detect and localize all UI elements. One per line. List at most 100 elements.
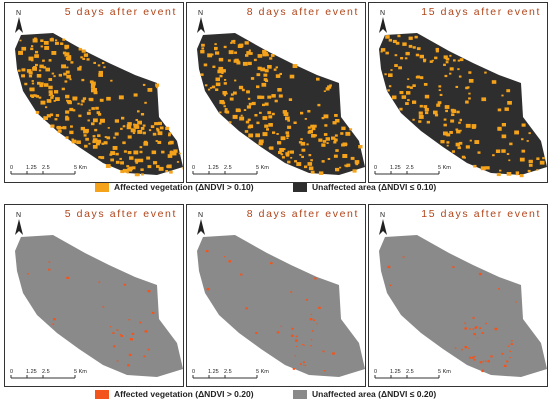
affected-patch bbox=[260, 67, 266, 72]
scale-label: 0 bbox=[192, 369, 195, 375]
affected-patch bbox=[142, 131, 146, 135]
affected-patch bbox=[264, 124, 269, 128]
affected-patch bbox=[132, 132, 136, 134]
affected-patch bbox=[129, 156, 134, 160]
affected-patch bbox=[510, 340, 513, 342]
affected-patch bbox=[521, 138, 524, 141]
affected-patch bbox=[21, 68, 26, 72]
affected-patch bbox=[290, 291, 293, 293]
affected-patch bbox=[286, 137, 289, 139]
affected-patch bbox=[267, 95, 272, 99]
affected-patch bbox=[449, 67, 454, 71]
affected-patch bbox=[128, 166, 133, 171]
affected-patch bbox=[285, 131, 290, 135]
affected-patch bbox=[405, 51, 410, 56]
affected-patch bbox=[127, 364, 130, 367]
affected-patch bbox=[57, 129, 62, 133]
affected-patch bbox=[391, 95, 397, 100]
affected-patch bbox=[76, 140, 81, 144]
affected-patch bbox=[40, 45, 43, 48]
affected-patch bbox=[481, 370, 484, 373]
affected-patch bbox=[104, 136, 108, 138]
affected-patch bbox=[221, 69, 226, 73]
scale-label: 2.5 bbox=[406, 165, 414, 171]
affected-patch bbox=[438, 85, 442, 88]
affected-patch bbox=[273, 68, 277, 71]
panel-title: 5 days after event bbox=[64, 208, 177, 220]
affected-patch bbox=[88, 142, 91, 145]
affected-patch bbox=[262, 49, 267, 54]
affected-patch bbox=[506, 172, 512, 176]
affected-patch bbox=[408, 36, 413, 40]
affected-patch bbox=[280, 325, 282, 327]
affected-patch bbox=[468, 71, 472, 74]
affected-patch bbox=[465, 100, 469, 103]
affected-patch bbox=[355, 163, 359, 166]
affected-patch bbox=[60, 126, 63, 129]
affected-patch bbox=[260, 95, 265, 99]
affected-patch bbox=[93, 91, 98, 95]
affected-patch bbox=[333, 138, 338, 142]
study-area-polygon bbox=[197, 33, 365, 175]
affected-patch bbox=[409, 86, 413, 89]
affected-patch bbox=[53, 318, 56, 321]
affected-patch bbox=[100, 156, 105, 160]
affected-patch bbox=[140, 113, 145, 116]
north-arrow-icon: N bbox=[13, 209, 25, 242]
affected-patch bbox=[69, 107, 74, 112]
affected-patch bbox=[299, 363, 302, 365]
affected-patch bbox=[466, 86, 470, 89]
affected-patch bbox=[235, 108, 241, 113]
affected-patch bbox=[388, 85, 392, 88]
affected-patch bbox=[468, 92, 471, 95]
affected-patch bbox=[515, 173, 519, 176]
affected-patch bbox=[280, 153, 284, 156]
affected-patch bbox=[444, 74, 448, 78]
affected-patch bbox=[116, 360, 119, 362]
affected-patch bbox=[444, 132, 449, 136]
affected-patch bbox=[144, 330, 148, 333]
affected-patch bbox=[508, 159, 511, 162]
affected-patch bbox=[471, 125, 476, 129]
affected-patch bbox=[293, 121, 297, 124]
affected-patch bbox=[257, 54, 263, 58]
affected-patch bbox=[332, 121, 337, 125]
affected-patch bbox=[507, 101, 512, 105]
affected-patch bbox=[333, 154, 338, 158]
affected-patch bbox=[457, 68, 460, 71]
affected-patch bbox=[86, 58, 90, 61]
affected-patch bbox=[302, 361, 305, 363]
north-arrow-icon: N bbox=[13, 7, 25, 40]
affected-patch bbox=[254, 114, 258, 117]
affected-patch bbox=[137, 120, 142, 125]
affected-patch bbox=[256, 73, 261, 77]
affected-patch bbox=[300, 141, 306, 146]
affected-patch bbox=[98, 156, 102, 159]
affected-patch bbox=[106, 136, 111, 140]
scale-label: 1.25 bbox=[390, 165, 401, 171]
affected-patch bbox=[313, 319, 316, 321]
affected-patch bbox=[322, 140, 327, 143]
affected-patch bbox=[481, 97, 487, 102]
affected-patch bbox=[140, 168, 144, 171]
affected-patch bbox=[509, 142, 513, 146]
affected-patch bbox=[461, 348, 463, 351]
affected-patch bbox=[479, 361, 483, 364]
affected-patch bbox=[259, 139, 264, 144]
affected-patch bbox=[38, 69, 42, 72]
affected-patch bbox=[148, 129, 152, 132]
affected-patch bbox=[133, 123, 136, 126]
affected-patch bbox=[35, 95, 40, 98]
affected-patch bbox=[248, 133, 254, 138]
affected-patch bbox=[412, 84, 416, 87]
affected-patch bbox=[165, 170, 169, 173]
affected-patch bbox=[143, 355, 146, 358]
affected-patch bbox=[329, 84, 332, 87]
affected-patch bbox=[221, 101, 226, 105]
affected-patch bbox=[286, 154, 290, 157]
affected-patch bbox=[449, 54, 452, 57]
affected-patch bbox=[127, 135, 132, 139]
affected-patch bbox=[81, 49, 86, 53]
affected-patch bbox=[214, 46, 218, 50]
affected-patch bbox=[211, 85, 216, 89]
